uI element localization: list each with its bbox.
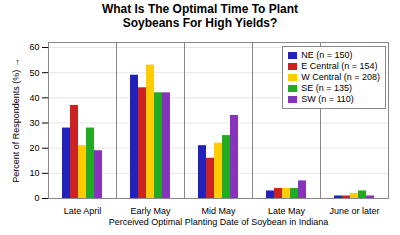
svg-text:10: 10 [29,168,39,178]
svg-text:20: 20 [29,143,39,153]
svg-text:Perceived Optimal Planting Dat: Perceived Optimal Planting Date of Soybe… [109,217,329,227]
svg-text:June or later: June or later [329,206,379,216]
html-text:What Is The Optimal Time To Pl: What Is The Optimal Time To Plant Soybea… [101,2,299,31]
html-text:NE (n = 150): NE (n = 150) [301,50,353,60]
svg-text:40: 40 [29,93,39,103]
html-text:E Central (n = 154): E Central (n = 154) [301,61,378,71]
html-text:SE (n = 135): SE (n = 135) [301,83,352,93]
svg-text:Percent of Respondents (%) →: Percent of Respondents (%) → [11,58,21,183]
svg-text:Mid May: Mid May [201,206,236,216]
svg-text:Early May: Early May [130,206,171,216]
html-text:SW (n = 110): SW (n = 110) [301,94,354,104]
svg-text:50: 50 [29,68,39,78]
svg-text:Late May: Late May [268,206,306,216]
svg-text:60: 60 [29,42,39,52]
svg-text:30: 30 [29,118,39,128]
svg-text:Late April: Late April [64,206,102,216]
html-text:W Central (n = 208): W Central (n = 208) [301,72,380,82]
svg-text:0: 0 [34,193,39,203]
